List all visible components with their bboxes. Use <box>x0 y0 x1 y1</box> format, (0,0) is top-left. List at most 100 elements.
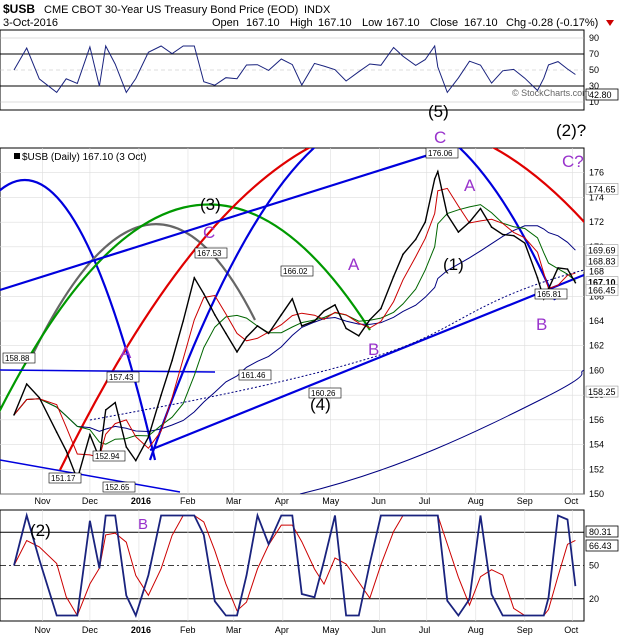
stoch-wave-label-purple: B <box>138 516 148 533</box>
price-right-box <box>585 183 619 195</box>
price-point <box>490 226 493 228</box>
x-tick-label-bottom: Aug <box>468 625 484 635</box>
price-right-label: 166.45 <box>588 286 616 296</box>
wave-label-purple: C <box>434 128 446 147</box>
price-point <box>182 320 185 322</box>
price-right-label: 167.10 <box>588 278 616 288</box>
price-point <box>245 336 248 338</box>
price-tick-label: 150 <box>589 489 604 499</box>
wave-label-purple: C <box>203 223 215 242</box>
price-point <box>280 314 283 316</box>
price-label-box <box>308 387 342 399</box>
x-tick-label-bottom: 2016 <box>131 625 151 635</box>
wave-label: (5) <box>428 102 449 121</box>
rsi-value-label: 42.80 <box>589 90 612 100</box>
price-point <box>256 325 259 327</box>
price-right-box <box>585 385 619 398</box>
cycle-arc-blue-2 <box>148 148 557 461</box>
wave-label-purple: C? <box>562 152 584 171</box>
x-tick-label: Feb <box>180 496 196 506</box>
price-point-label: 166.02 <box>283 267 308 276</box>
price-point <box>104 409 107 411</box>
price-point-label: 176.06 <box>428 149 453 158</box>
low-value: 167.10 <box>386 17 420 29</box>
high-label: High <box>290 17 313 29</box>
cycle-arc-blue-1 <box>0 178 157 461</box>
price-point-label: 165.81 <box>537 290 562 299</box>
cycle-arc-green <box>0 203 371 413</box>
price-panel: 1761741721701681661641621601581561541521… <box>0 102 619 499</box>
stoch-tick-label: 50 <box>589 561 599 571</box>
price-point <box>214 314 216 316</box>
price-label-box <box>102 481 136 493</box>
x-tick-label-bottom: Mar <box>226 625 242 635</box>
x-tick-label: May <box>322 496 340 506</box>
price-point <box>25 383 28 385</box>
price-point-label: 167.53 <box>197 249 222 258</box>
legend-swatch <box>14 153 20 159</box>
price-point <box>380 307 382 310</box>
x-tick-label: Aug <box>468 496 484 506</box>
x-tick-label-bottom: Jun <box>371 625 386 635</box>
price-point-label: 151.17 <box>51 474 76 483</box>
trendline-old-2 <box>0 459 181 493</box>
ma-long-line <box>13 225 576 433</box>
price-line <box>13 169 577 482</box>
stoch-tick-label: 20 <box>589 594 599 604</box>
price-point <box>357 335 360 337</box>
price-point <box>147 436 150 438</box>
wave-label: (4) <box>310 395 331 414</box>
price-right-box <box>585 255 619 267</box>
price-right-box <box>585 284 619 297</box>
price-point <box>424 221 426 223</box>
price-legend: $USB (Daily) 167.10 (3 Oct) <box>22 152 147 163</box>
price-point <box>557 267 559 269</box>
price-point <box>160 394 162 396</box>
chart-header: $USB CME CBOT 30-Year US Treasury Bond P… <box>3 2 614 29</box>
x-axis-price: Nov Dec 2016 Feb Mar Apr May Jun Jul Aug Sep Oct <box>34 496 578 506</box>
close-value: 167.10 <box>464 17 498 29</box>
price-point <box>225 332 227 335</box>
x-tick-label-bottom: Oct <box>564 625 579 635</box>
price-point-label: 152.65 <box>105 483 130 492</box>
price-point <box>13 414 15 416</box>
wave-label-purple: B <box>536 315 547 334</box>
price-label-box <box>280 265 314 277</box>
price-label-box <box>425 147 459 159</box>
x-tick-label-bottom: Apr <box>275 625 289 635</box>
price-point <box>369 318 371 321</box>
stoch-main-line <box>13 512 577 618</box>
x-tick-label-bottom: Feb <box>180 625 196 635</box>
price-tick-label: 172 <box>589 217 604 227</box>
price-tick-label: 174 <box>589 192 604 202</box>
price-point <box>334 304 336 306</box>
x-tick-label-bottom: Dec <box>82 625 99 635</box>
exchange: INDX <box>304 4 331 16</box>
wave-label: (3) <box>200 195 221 214</box>
price-point-label: 152.94 <box>95 452 120 461</box>
price-point <box>536 276 539 279</box>
x-tick-label-bottom: May <box>322 625 340 635</box>
price-tick-label: 152 <box>589 464 604 474</box>
price-point <box>457 231 460 233</box>
price-point <box>236 351 238 353</box>
wave-label-purple: B <box>368 340 379 359</box>
x-tick-label: Apr <box>275 496 289 506</box>
wave-label-purple: A <box>348 255 360 274</box>
price-point-label: 157.43 <box>109 373 134 382</box>
x-tick-label-bottom: Nov <box>34 625 51 635</box>
x-tick-label: Jun <box>371 496 386 506</box>
price-point <box>512 234 515 237</box>
ma-short-line <box>13 187 576 458</box>
price-right-label: 169.69 <box>588 246 616 256</box>
price-tick-label: 154 <box>589 440 604 450</box>
price-point <box>89 433 91 436</box>
price-point <box>193 276 196 279</box>
x-axis-bottom: Nov Dec 2016 Feb Mar Apr May Jun Jul Aug Sep Oct <box>34 625 578 635</box>
low-label: Low <box>362 17 382 29</box>
price-point-label: 161.46 <box>241 371 266 380</box>
price-tick-label: 176 <box>589 168 604 178</box>
stoch-wave-label: (2) <box>30 521 51 540</box>
price-point <box>402 253 404 256</box>
rsi-tick-label: 50 <box>589 65 599 75</box>
